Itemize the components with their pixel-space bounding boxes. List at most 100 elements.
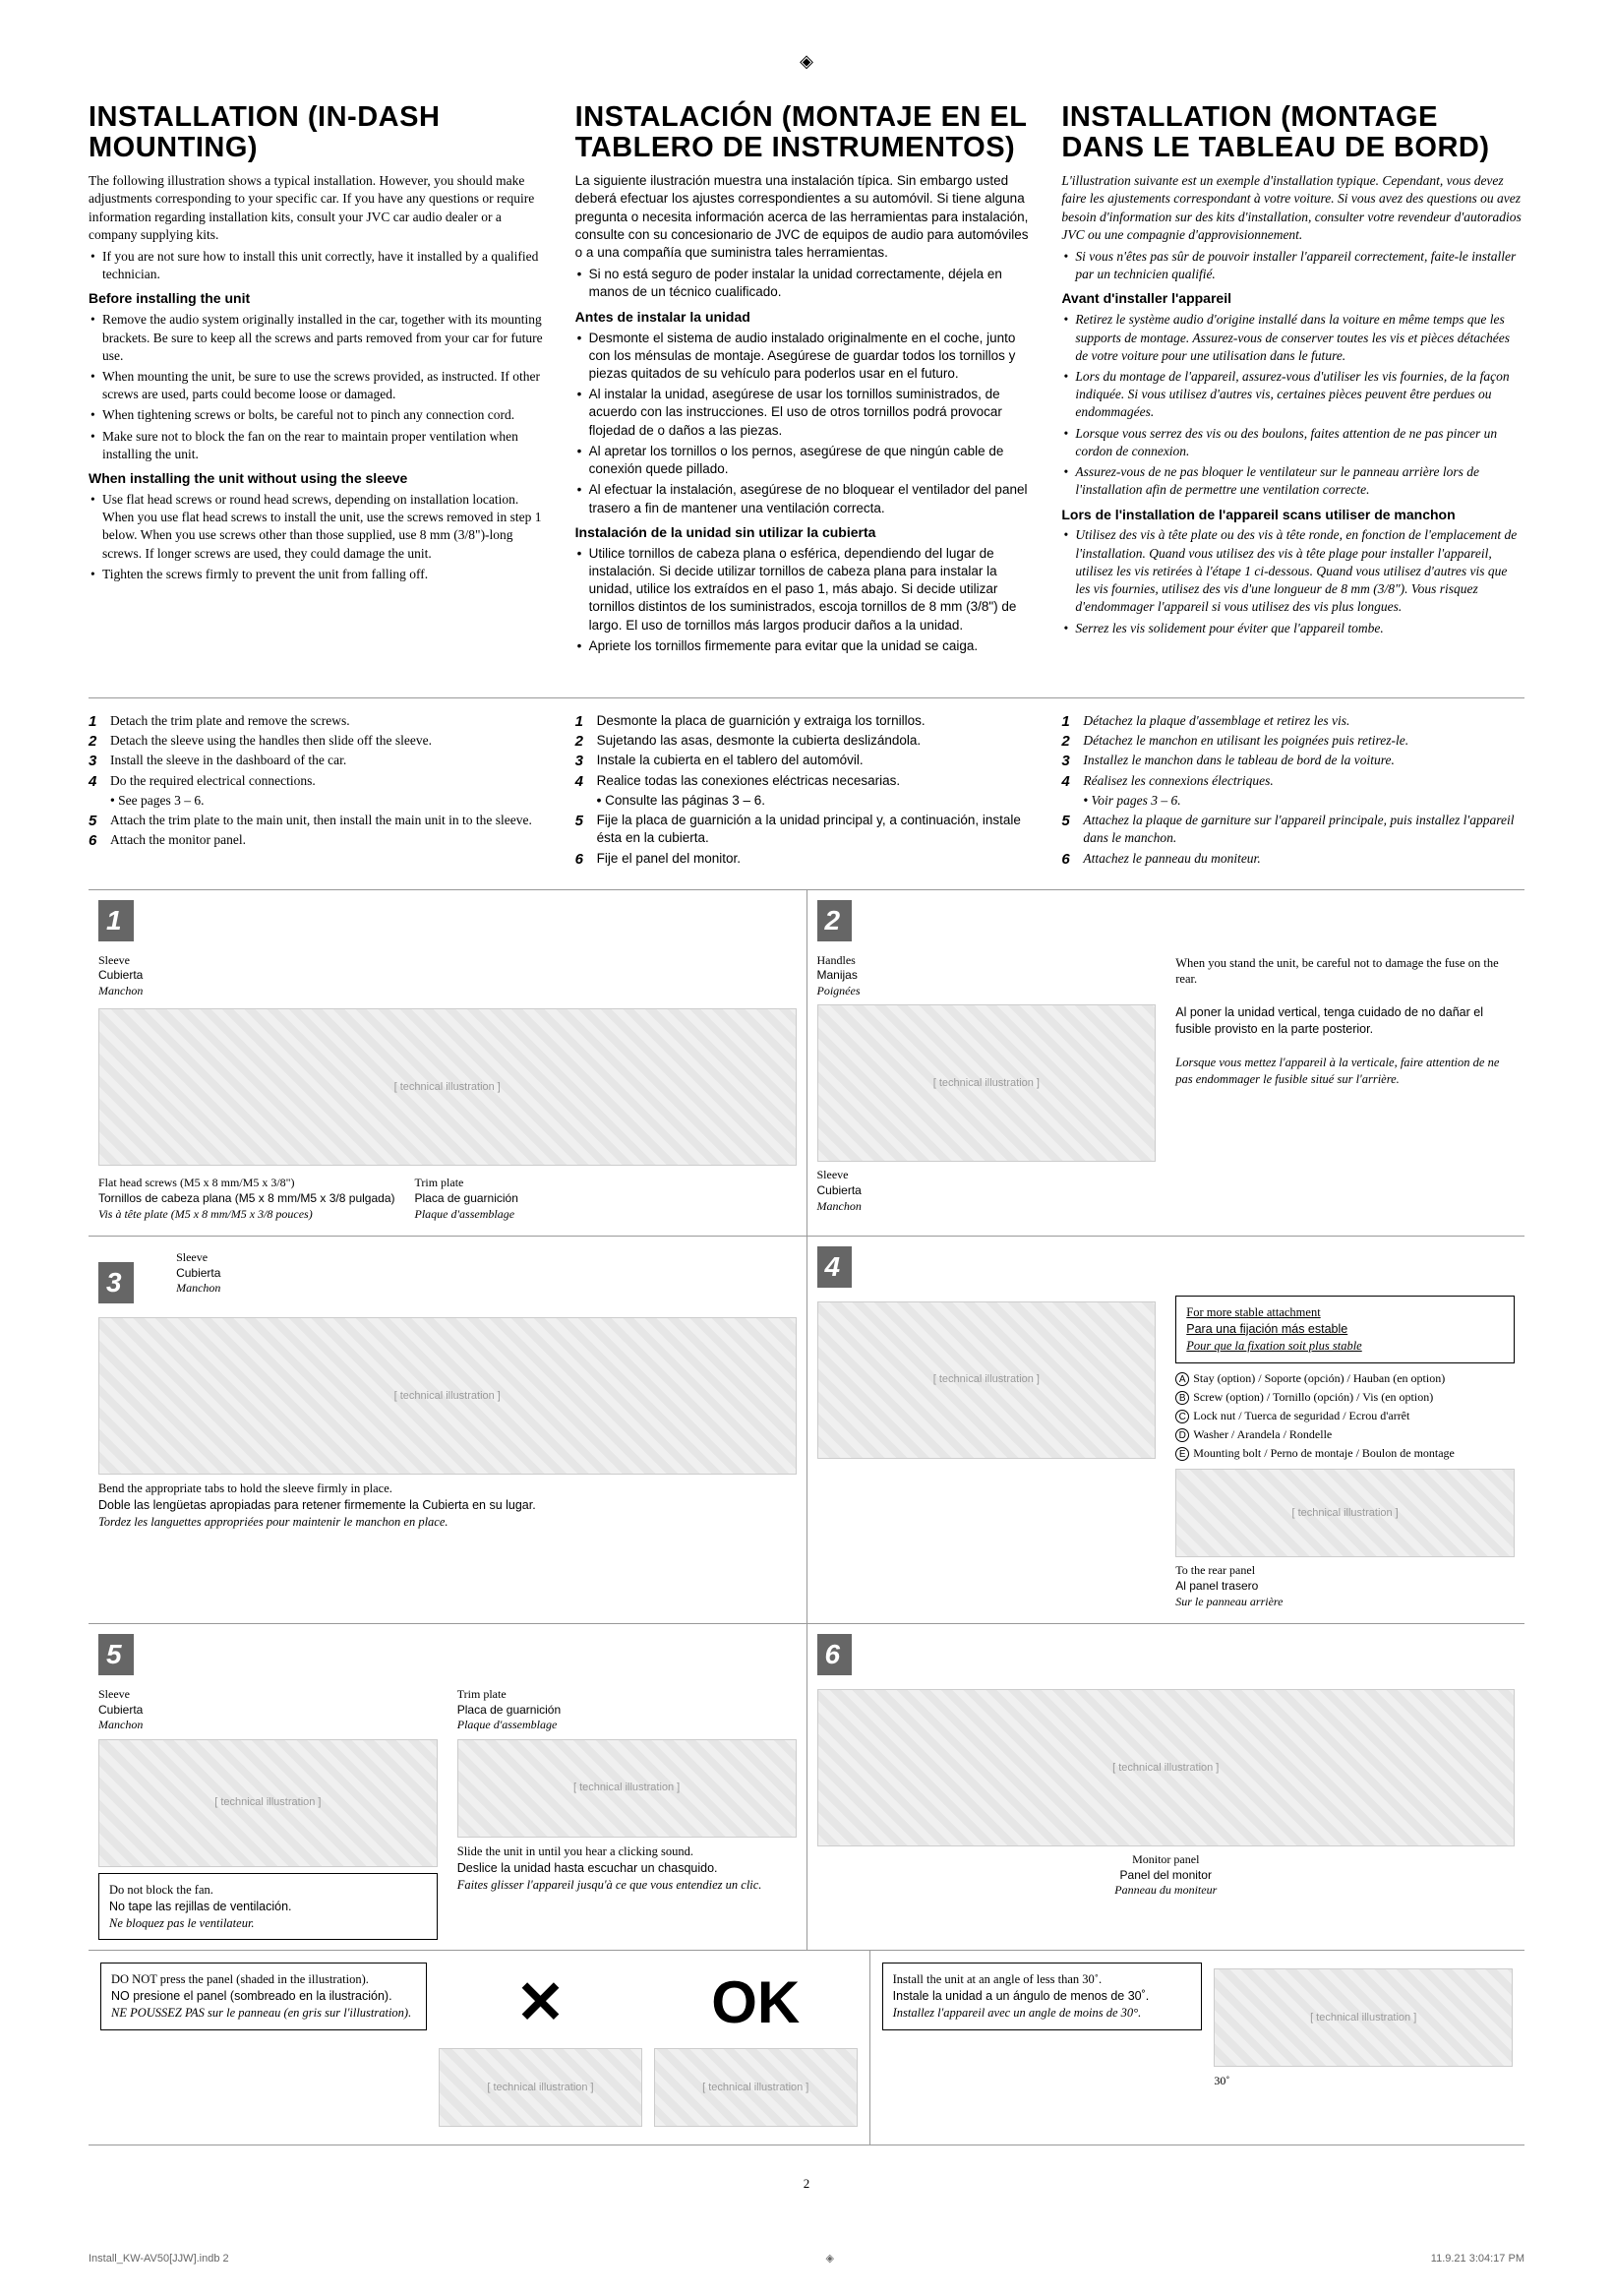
label-sleeve-2-en: Sleeve [817,1168,1157,1183]
part-c: Lock nut / Tuerca de seguridad / Ecrou d… [1193,1409,1409,1422]
before-b2-en: When mounting the unit, be sure to use t… [89,368,552,403]
step-4b-en: • See pages 3 – 6. [89,792,552,810]
diagram-num-4: 4 [817,1246,853,1288]
label-trimplate-5-fr: Plaque d'assemblage [457,1718,797,1733]
step-3-fr-text: Installez le manchon dans le tableau de … [1083,753,1395,767]
part-e: Mounting bolt / Perno de montaje / Boulo… [1193,1446,1455,1460]
step-2-es: 2Sujetando las asas, desmonte la cubiert… [575,732,1039,750]
before-b3-en: When tightening screws or bolts, be care… [89,406,552,424]
label-rear: To the rear panel Al panel trasero Sur l… [1175,1563,1515,1609]
footer-right: 11.9.21 3:04:17 PM [1431,2252,1524,2266]
step-2-fr: 2Détachez le manchon en utilisant les po… [1061,732,1524,750]
step-1-fr-text: Détachez la plaque d'assemblage et retir… [1083,713,1349,728]
without-b2-fr: Serrez les vis solidement pour éviter qu… [1061,620,1524,637]
illustration-4: [ technical illustration ] [817,1301,1157,1459]
angle-fr: Installez l'appareil avec un angle de mo… [893,2006,1142,2020]
without-b1-es: Utilice tornillos de cabeza plana o esfé… [575,545,1039,634]
label-flatscrews-en: Flat head screws (M5 x 8 mm/M5 x 3/8") [98,1176,394,1191]
steps-es: 1Desmonte la placa de guarnición y extra… [575,712,1039,870]
step-4-en-text: Do the required electrical connections. [110,773,316,788]
without-b2-es: Apriete los tornillos firmemente para ev… [575,637,1039,655]
diagram-row-2: 3 Sleeve Cubierta Manchon [ technical il… [89,1237,1524,1624]
without-head-en: When installing the unit without using t… [89,469,552,488]
steps-fr: 1Détachez la plaque d'assemblage et reti… [1061,712,1524,870]
part-b: Screw (option) / Tornillo (opción) / Vis… [1193,1390,1433,1404]
page-number: 2 [89,2175,1524,2193]
rear-en: To the rear panel [1175,1563,1515,1579]
press-es: NO presione el panel (sombreado en la il… [111,1989,392,2003]
slide-en: Slide the unit in until you hear a click… [457,1843,797,1860]
label-trimplate-5-es: Placa de guarnición [457,1703,797,1719]
label-sleeve-es: Cubierta [98,968,143,984]
diagrams-grid: 1 Sleeve Cubierta Manchon [ technical il… [89,889,1524,2146]
angle-box: Install the unit at an angle of less tha… [882,1963,1203,2030]
bend-caption: Bend the appropriate tabs to hold the sl… [98,1480,797,1531]
step-1-es: 1Desmonte la placa de guarnición y extra… [575,712,1039,730]
label-trimplate-5-en: Trim plate [457,1687,797,1703]
fuse-en: When you stand the unit, be careful not … [1175,955,1515,989]
step-5-fr-text: Attachez la plaque de garniture sur l'ap… [1083,813,1514,845]
without-b2-en: Tighten the screws firmly to prevent the… [89,566,552,583]
label-trimplate-es: Placa de guarnición [414,1191,517,1207]
step-4-es-text: Realice todas las conexiones eléctricas … [597,773,900,788]
fan-es: No tape las rejillas de ventilación. [109,1900,292,1913]
ok-mark: OK [711,1969,800,2035]
diagram-row-3: 5 Sleeve Cubierta Manchon [ technical il… [89,1624,1524,1951]
bend-es: Doble las lengüetas apropiadas para rete… [98,1497,797,1514]
illustration-4b: [ technical illustration ] [1175,1469,1515,1557]
label-sleeve-3: Sleeve Cubierta Manchon [176,1250,220,1297]
label-sleeve-2: Sleeve Cubierta Manchon [817,1168,1157,1214]
bend-fr: Tordez les languettes appropriées pour m… [98,1514,797,1531]
step-5-es-text: Fije la placa de guarnición a la unidad … [597,813,1021,845]
part-a: Stay (option) / Soporte (opción) / Hauba… [1193,1371,1445,1385]
step-1-fr: 1Détachez la plaque d'assemblage et reti… [1061,712,1524,730]
label-trimplate-fr: Plaque d'assemblage [414,1207,517,1223]
rear-es: Al panel trasero [1175,1579,1515,1595]
label-flatscrews: Flat head screws (M5 x 8 mm/M5 x 3/8") T… [98,1176,394,1222]
diagram-cell-4: 4 [ technical illustration ] For more st… [806,1237,1525,1623]
ok-row: DO NOT press the panel (shaded in the il… [89,1951,1524,2145]
step-1-es-text: Desmonte la placa de guarnición y extrai… [597,713,926,728]
before-b4-fr: Assurez-vous de ne pas bloquer le ventil… [1061,463,1524,499]
bend-en: Bend the appropriate tabs to hold the sl… [98,1480,797,1497]
label-sleeve-5-es: Cubierta [98,1703,438,1719]
illustration-2a: [ technical illustration ] [817,1004,1157,1162]
before-head-fr: Avant d'installer l'appareil [1061,289,1524,308]
monitor-es: Panel del monitor [817,1868,1516,1884]
illustration-5b: [ technical illustration ] [457,1739,797,1838]
slide-caption: Slide the unit in until you hear a click… [457,1843,797,1894]
step-1-en: 1Detach the trim plate and remove the sc… [89,712,552,730]
step-3-es-text: Instale la cubierta en el tablero del au… [597,753,864,767]
step-6-en-text: Attach the monitor panel. [110,832,246,847]
step-5-en-text: Attach the trim plate to the main unit, … [110,813,532,827]
monitor-fr: Panneau du moniteur [817,1883,1516,1899]
label-sleeve-1: Sleeve Cubierta Manchon [98,953,143,999]
steps-en: 1Detach the trim plate and remove the sc… [89,712,552,870]
diagram-num-2: 2 [817,900,853,941]
before-b1-fr: Retirez le système audio d'origine insta… [1061,311,1524,365]
press-en: DO NOT press the panel (shaded in the il… [111,1972,369,1986]
intro-b1-en: If you are not sure how to install this … [89,248,552,283]
step-6-fr: 6Attachez le panneau du moniteur. [1061,850,1524,868]
footer: Install_KW-AV50[JJW].indb 2 ◈ 11.9.21 3:… [89,2232,1524,2266]
step-5-fr: 5Attachez la plaque de garniture sur l'a… [1061,812,1524,847]
step-2-en: 2Detach the sleeve using the handles the… [89,732,552,750]
step-2-es-text: Sujetando las asas, desmonte la cubierta… [597,733,921,748]
label-handles-en: Handles [817,953,1157,969]
parts-list: AStay (option) / Soporte (opción) / Haub… [1175,1369,1515,1464]
fan-en: Do not block the fan. [109,1883,213,1897]
step-6-es: 6Fije el panel del monitor. [575,850,1039,868]
step-6-fr-text: Attachez le panneau du moniteur. [1083,851,1260,866]
label-trimplate-1: Trim plate Placa de guarnición Plaque d'… [414,1176,517,1222]
diagram-row-1: 1 Sleeve Cubierta Manchon [ technical il… [89,890,1524,1237]
x-mark: ✕ [515,1969,565,2035]
step-6-es-text: Fije el panel del monitor. [597,851,741,866]
step-1-en-text: Detach the trim plate and remove the scr… [110,713,350,728]
step-4-es: 4Realice todas las conexiones eléctricas… [575,772,1039,790]
steps-row: 1Detach the trim plate and remove the sc… [89,697,1524,870]
without-head-es: Instalación de la unidad sin utilizar la… [575,523,1039,542]
title-fr: INSTALLATION (MONTAGE DANS LE TABLEAU DE… [1061,102,1524,162]
step-3-en: 3Install the sleeve in the dashboard of … [89,752,552,769]
instruction-columns: INSTALLATION (IN-DASH MOUNTING) The foll… [89,102,1524,658]
before-b2-es: Al instalar la unidad, asegúrese de usar… [575,386,1039,440]
